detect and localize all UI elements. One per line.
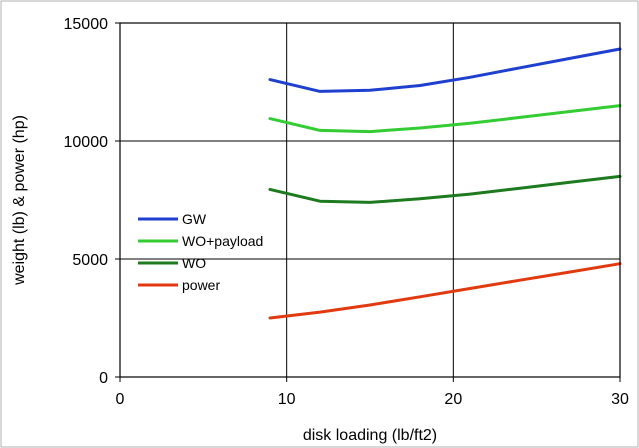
x-tick-label: 0 [116, 391, 125, 408]
y-tick-label: 10000 [64, 134, 109, 151]
series-lines [268, 47, 622, 320]
legend-label: WO+payload [182, 233, 263, 249]
series-line-gw [268, 47, 622, 93]
tick-labels: 0 10 20 30 0 5000 10000 15000 [64, 16, 630, 408]
legend-label: power [182, 277, 220, 293]
y-axis-title: weight (lb) & power (hp) [11, 115, 28, 286]
x-tick-label: 10 [278, 391, 296, 408]
plot-area-frame [119, 22, 621, 378]
y-tick-label: 5000 [72, 252, 108, 269]
series-line-wo-payload [268, 104, 622, 134]
y-tick-label: 15000 [64, 16, 109, 33]
series-line-power [268, 262, 622, 320]
y-tick-label: 0 [99, 370, 108, 387]
grid [120, 23, 620, 377]
series-line-wo [268, 174, 622, 204]
x-tick-label: 20 [444, 391, 462, 408]
x-axis-title: disk loading (lb/ft2) [303, 427, 437, 444]
x-tick-label: 30 [611, 391, 629, 408]
legend-label: WO [182, 255, 206, 271]
legend-label: GW [182, 211, 207, 227]
legend: GW WO+payload WO power [138, 211, 263, 293]
